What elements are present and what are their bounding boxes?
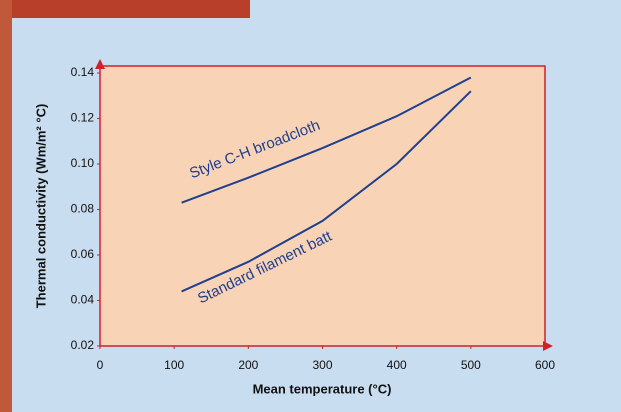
x-tick-label: 100 [164,358,184,372]
y-axis-title: Thermal conductivity (Wm/m² °C) [33,104,48,309]
x-axis-title: Mean temperature (°C) [253,381,392,396]
x-tick-label: 0 [97,358,104,372]
photo-strip [0,0,12,412]
x-tick-label: 300 [312,358,332,372]
screenshot: Mean temperature (°C) Thermal conductivi… [0,0,621,412]
photo-fragment [0,0,250,18]
y-tick-label: 0.12 [71,111,95,125]
x-tick-label: 500 [461,358,481,372]
y-tick-label: 0.04 [71,293,95,307]
plot-area [100,66,545,346]
y-tick-label: 0.08 [71,202,95,216]
y-tick-label: 0.14 [71,65,95,79]
x-tick-label: 200 [238,358,258,372]
x-tick-label: 400 [387,358,407,372]
y-tick-label: 0.06 [71,247,95,261]
y-tick-label: 0.10 [71,156,95,170]
y-tick-label: 0.02 [71,338,95,352]
x-tick-label: 600 [535,358,555,372]
